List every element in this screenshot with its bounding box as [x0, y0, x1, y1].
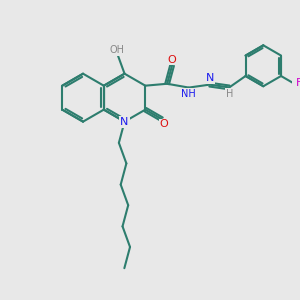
Text: N: N	[206, 73, 214, 83]
Text: O: O	[168, 55, 176, 64]
Text: F: F	[296, 78, 300, 88]
Text: H: H	[226, 89, 233, 99]
Text: OH: OH	[109, 45, 124, 55]
Text: NH: NH	[182, 89, 196, 99]
Text: O: O	[160, 119, 169, 129]
Text: N: N	[120, 117, 129, 127]
